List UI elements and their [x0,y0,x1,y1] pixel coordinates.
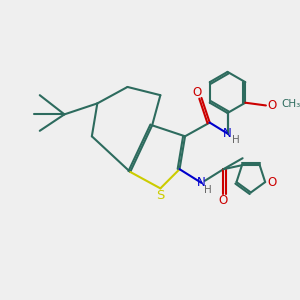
Text: O: O [267,99,277,112]
Text: CH₃: CH₃ [281,99,300,109]
Text: O: O [267,176,277,189]
Text: O: O [219,194,228,207]
Text: N: N [223,127,232,140]
Text: N: N [197,176,206,189]
Text: O: O [193,86,202,99]
Text: H: H [232,135,240,146]
Text: S: S [156,189,165,202]
Text: H: H [205,185,212,195]
